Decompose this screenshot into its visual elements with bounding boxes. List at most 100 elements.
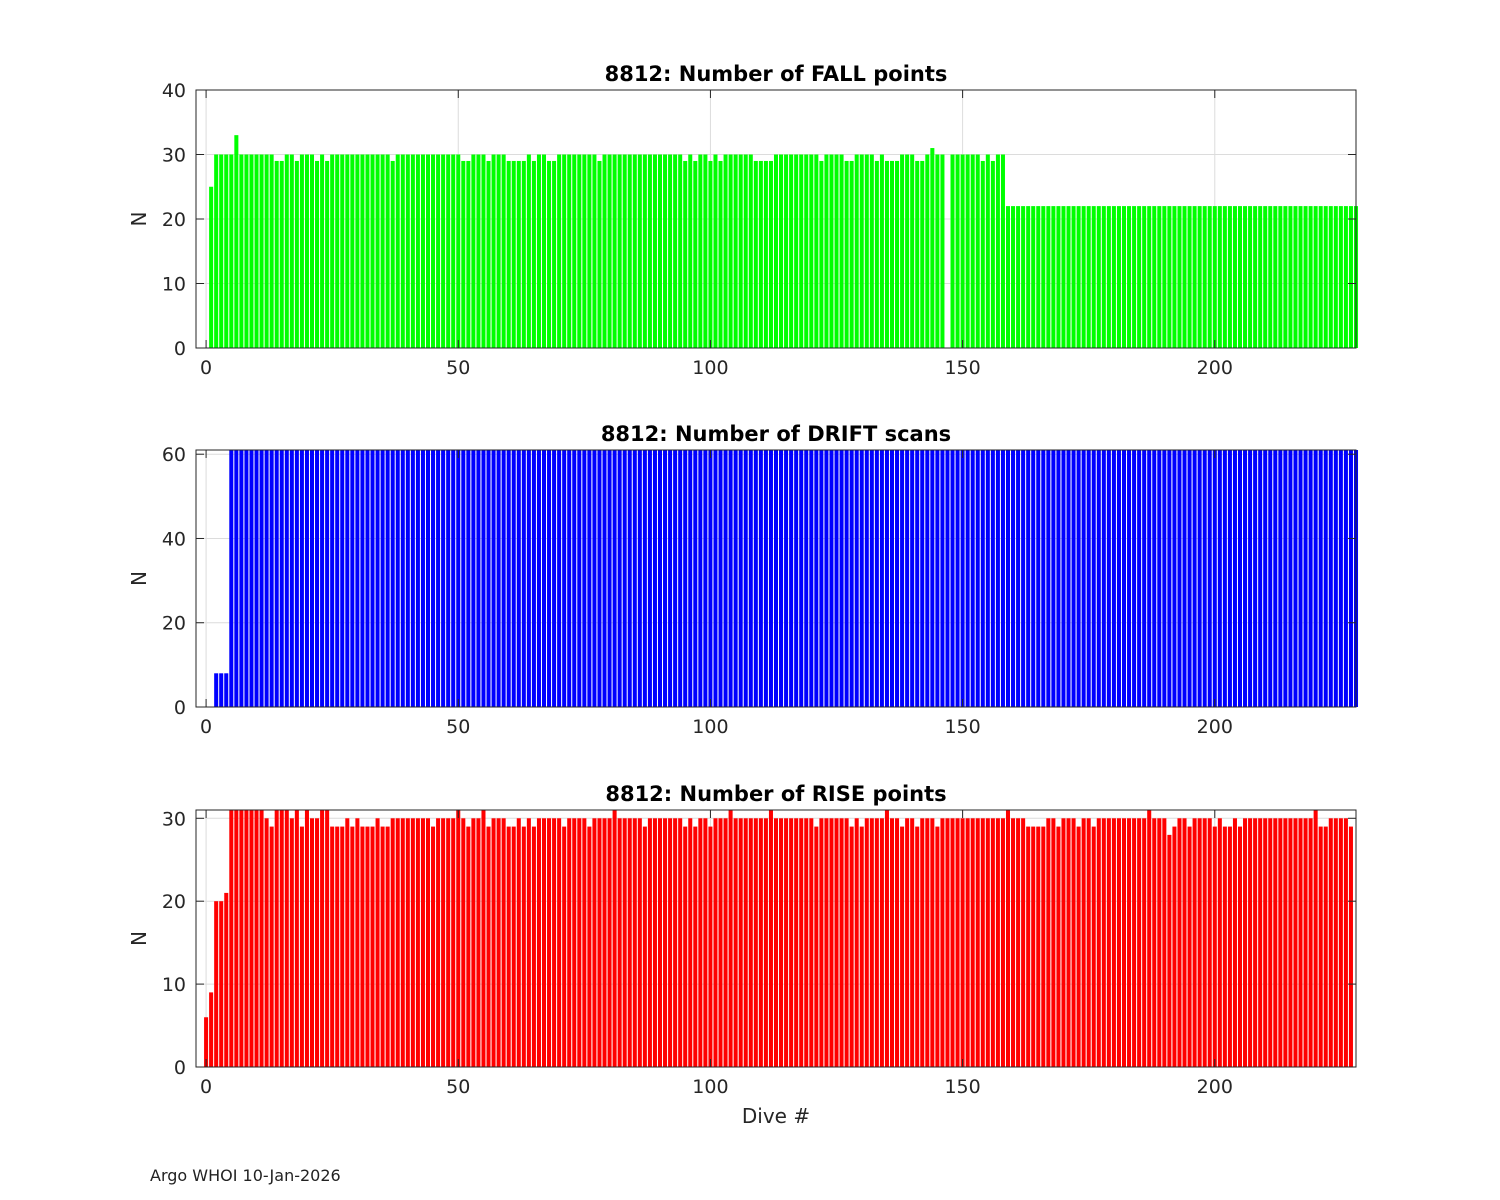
bar (1278, 450, 1283, 707)
bar (1268, 450, 1273, 707)
bar (915, 450, 920, 707)
bar (562, 826, 567, 1067)
bar (1121, 450, 1127, 707)
bar (1293, 206, 1298, 348)
bar (284, 450, 289, 707)
bar (854, 450, 859, 707)
bar (1116, 818, 1121, 1067)
bar (950, 818, 955, 1067)
bar (1091, 206, 1096, 348)
bar (879, 818, 884, 1067)
bar (249, 810, 254, 1067)
bar (466, 160, 471, 348)
bar (779, 818, 784, 1067)
bar (940, 818, 945, 1067)
bar (753, 818, 758, 1067)
bar (1177, 206, 1182, 348)
bar (839, 450, 844, 707)
x-tick-label: 100 (692, 1076, 728, 1098)
bar (1237, 826, 1243, 1067)
bar (425, 154, 431, 348)
bar (652, 154, 657, 348)
bar (678, 818, 683, 1067)
bar (617, 818, 622, 1067)
bar (1041, 450, 1046, 707)
bar (1177, 818, 1182, 1067)
bar (370, 450, 375, 707)
bar (239, 810, 244, 1067)
bar (1000, 450, 1005, 707)
bar (239, 154, 244, 348)
bar (325, 160, 330, 348)
bar (1318, 826, 1323, 1067)
bar (204, 1017, 209, 1067)
y-axis-label: N (127, 571, 151, 586)
bar (466, 450, 471, 707)
y-tick-label: 40 (162, 80, 186, 102)
bar (612, 450, 617, 707)
bar (935, 154, 940, 348)
bar (340, 450, 345, 707)
bar (673, 818, 678, 1067)
bar (1182, 206, 1187, 348)
bar (420, 818, 425, 1067)
bar (809, 154, 814, 348)
bar (1197, 818, 1202, 1067)
bar (415, 154, 420, 348)
bar (1278, 818, 1283, 1067)
bar (1021, 450, 1026, 707)
bar (975, 450, 980, 707)
bar (420, 450, 425, 707)
bar (1172, 450, 1177, 707)
bar (1253, 818, 1258, 1067)
bar (1011, 450, 1016, 707)
bar (587, 450, 592, 707)
bar (728, 810, 733, 1067)
bar (390, 160, 395, 348)
bar (582, 450, 587, 707)
bar (380, 826, 385, 1067)
bar (773, 450, 779, 707)
bar (501, 818, 506, 1067)
bar (602, 450, 607, 707)
bar (925, 450, 930, 707)
bar (1293, 450, 1298, 707)
bar (567, 450, 572, 707)
bar (864, 154, 869, 348)
bar (1202, 818, 1207, 1067)
bar (703, 450, 708, 707)
bar (249, 450, 254, 707)
bar (819, 450, 824, 707)
bar (1207, 206, 1212, 348)
bar (1106, 206, 1111, 348)
bar (259, 810, 264, 1067)
bar (521, 826, 526, 1067)
bar (647, 154, 652, 348)
bar (678, 450, 683, 707)
bar (693, 160, 698, 348)
bar (390, 450, 395, 707)
bar (829, 154, 834, 348)
bar (819, 818, 824, 1067)
bar (1222, 450, 1227, 707)
bar (668, 154, 673, 348)
bar (889, 160, 895, 348)
axes-frame (195, 809, 1357, 1068)
bar (960, 450, 965, 707)
bar (910, 450, 915, 707)
bar (279, 450, 284, 707)
bar (365, 450, 370, 707)
bar (874, 450, 879, 707)
bar (597, 818, 602, 1067)
bar (360, 450, 365, 707)
bar (1283, 818, 1288, 1067)
chart-title: 8812: Number of RISE points (605, 782, 946, 806)
bar (511, 450, 516, 707)
bar (657, 818, 663, 1067)
bar (925, 818, 930, 1067)
bar (1121, 206, 1127, 348)
bar (1263, 206, 1268, 348)
bar (1333, 206, 1338, 348)
bar (320, 154, 325, 348)
bar (905, 154, 910, 348)
